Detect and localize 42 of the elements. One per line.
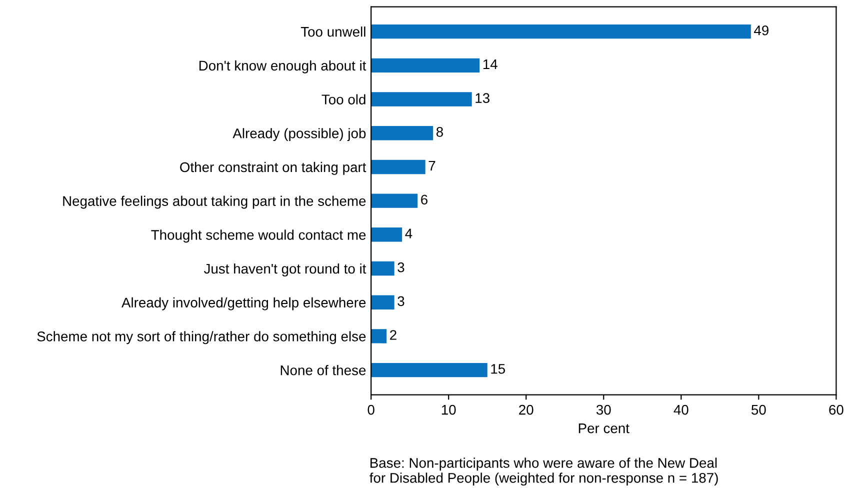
y-tick-label: Other constraint on taking part — [180, 162, 366, 175]
bar — [371, 58, 480, 73]
x-tick-label: 50 — [752, 404, 766, 415]
data-label: 3 — [398, 262, 404, 272]
x-tick-label: 20 — [519, 404, 534, 415]
y-tick-label: Already (possible) job — [232, 128, 366, 142]
data-label: 8 — [436, 127, 443, 137]
bar — [371, 160, 426, 174]
bar — [371, 194, 418, 208]
y-tick-label: Already involved/getting help elsewhere — [122, 297, 366, 310]
data-label: 15 — [491, 364, 505, 374]
bar — [371, 126, 434, 140]
data-label: 3 — [398, 296, 404, 306]
y-tick-label: Thought scheme would contact me — [151, 230, 366, 243]
bar — [371, 329, 387, 344]
data-label: 2 — [390, 330, 396, 340]
bar — [371, 295, 394, 310]
data-label: 49 — [754, 25, 768, 36]
y-tick-label: Scheme not my sort of thing/rather do something else — [37, 331, 366, 344]
x-axis-title: Per cent — [578, 424, 630, 434]
bar — [371, 362, 488, 378]
bar — [371, 24, 751, 39]
bar — [371, 228, 402, 242]
bar — [371, 261, 394, 276]
x-tick-label: 0 — [368, 404, 374, 415]
y-tick-label: Too old — [322, 94, 366, 104]
data-label: 7 — [428, 161, 436, 171]
y-tick-label: Negative feelings about taking part in the scheme — [63, 196, 366, 209]
y-tick-label: Don't know enough about it — [199, 60, 366, 74]
data-label: 14 — [483, 59, 498, 70]
data-label: 6 — [421, 194, 428, 205]
x-tick-label: 60 — [829, 404, 844, 415]
y-tick-label: None of these — [280, 365, 366, 376]
x-tick-label: 10 — [442, 404, 456, 415]
x-tick-label: 30 — [596, 404, 611, 415]
data-label: 13 — [476, 93, 490, 103]
data-label: 4 — [405, 228, 412, 238]
bar — [371, 92, 472, 106]
y-tick-label: Too unwell — [300, 26, 366, 37]
y-tick-label: Just haven't got round to it — [204, 263, 366, 276]
x-tick-label: 40 — [674, 404, 688, 415]
text: Base: Non-participants who were aware of the New Deal for Disabled People (weighted for non-response n = 187) — [370, 458, 718, 486]
